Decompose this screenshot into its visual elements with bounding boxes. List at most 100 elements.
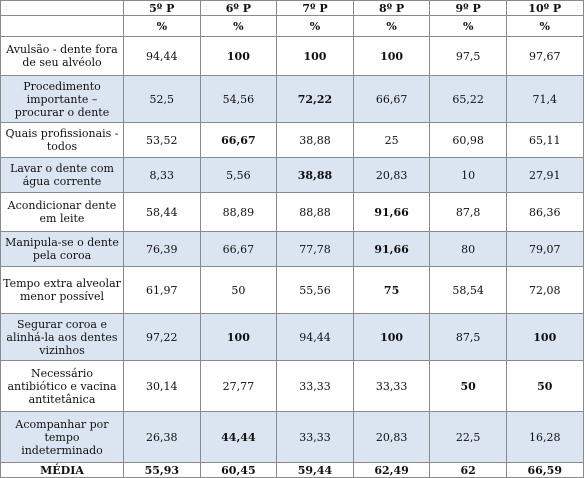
value-cell: 61,97: [123, 266, 201, 314]
table-row: Segurar coroa e alinhá-la aos dentes viz…: [0, 313, 584, 361]
value-cell: 86,36: [505, 192, 584, 232]
value-cell: 97,5: [429, 36, 507, 76]
value-cell: 94,44: [123, 36, 201, 76]
header-cell-10p: 10º P: [505, 0, 584, 16]
value-cell: 66,67: [199, 122, 278, 158]
value-cell: 44,44: [199, 411, 278, 463]
table-row: Procedimento importante – procurar o den…: [0, 75, 584, 123]
header-cell-9p: 9º P: [429, 0, 507, 16]
value-cell: 8,33: [123, 157, 201, 193]
row-label: Procedimento importante – procurar o den…: [0, 75, 124, 123]
average-value: 59,44: [276, 462, 354, 478]
unit-cell: %: [352, 15, 431, 37]
value-cell: 91,66: [352, 231, 431, 267]
value-cell: 88,89: [199, 192, 278, 232]
value-cell: 33,33: [352, 360, 431, 412]
value-cell: 5,56: [199, 157, 278, 193]
row-label: Lavar o dente com água corrente: [0, 157, 124, 193]
value-cell: 79,07: [505, 231, 584, 267]
unit-cell-empty: [0, 15, 124, 37]
header-cell-6p: 6º P: [199, 0, 278, 16]
header-cell-8p: 8º P: [352, 0, 431, 16]
value-cell: 66,67: [352, 75, 431, 123]
value-cell: 100: [276, 36, 354, 76]
value-cell: 53,52: [123, 122, 201, 158]
value-cell: 65,11: [505, 122, 584, 158]
average-label: MÉDIA: [0, 462, 124, 478]
table-row: Lavar o dente com água corrente 8,33 5,56 3…: [0, 157, 584, 193]
value-cell: 87,8: [429, 192, 507, 232]
value-cell: 58,44: [123, 192, 201, 232]
value-cell: 55,56: [276, 266, 354, 314]
unit-cell: %: [199, 15, 278, 37]
value-cell: 20,83: [352, 157, 431, 193]
header-cell-7p: 7º P: [276, 0, 354, 16]
average-value: 62,49: [352, 462, 431, 478]
row-label: Avulsão - dente fora de seu alvéolo: [0, 36, 124, 76]
value-cell: 97,22: [123, 313, 201, 361]
value-cell: 75: [352, 266, 431, 314]
unit-cell: %: [505, 15, 584, 37]
row-label: Tempo extra alveolar menor possível: [0, 266, 124, 314]
row-label: Acondicionar dente em leite: [0, 192, 124, 232]
value-cell: 25: [352, 122, 431, 158]
value-cell: 94,44: [276, 313, 354, 361]
value-cell: 65,22: [429, 75, 507, 123]
value-cell: 100: [352, 313, 431, 361]
average-value: 55,93: [123, 462, 201, 478]
value-cell: 22,5: [429, 411, 507, 463]
value-cell: 16,28: [505, 411, 584, 463]
value-cell: 58,54: [429, 266, 507, 314]
row-label: Manipula-se o dente pela coroa: [0, 231, 124, 267]
average-value: 66,59: [505, 462, 584, 478]
value-cell: 27,77: [199, 360, 278, 412]
value-cell: 97,67: [505, 36, 584, 76]
table-row: Tempo extra alveolar menor possível 61,97…: [0, 266, 584, 314]
value-cell: 54,56: [199, 75, 278, 123]
table-row: Acondicionar dente em leite 58,44 88,89 88,…: [0, 192, 584, 232]
value-cell: 66,67: [199, 231, 278, 267]
header-cell-5p: 5º P: [123, 0, 201, 16]
unit-cell: %: [123, 15, 201, 37]
average-value: 62: [429, 462, 507, 478]
value-cell: 10: [429, 157, 507, 193]
value-cell: 26,38: [123, 411, 201, 463]
value-cell: 60,98: [429, 122, 507, 158]
average-row: MÉDIA 55,93 60,45 59,44 62,49 62 66,59: [0, 462, 584, 478]
value-cell: 72,08: [505, 266, 584, 314]
table-row: Acompanhar por tempo indeterminado 26,38 4…: [0, 411, 584, 463]
value-cell: 72,22: [276, 75, 354, 123]
value-cell: 50: [505, 360, 584, 412]
value-cell: 76,39: [123, 231, 201, 267]
table-row: Avulsão - dente fora de seu alvéolo 94,44…: [0, 36, 584, 76]
row-label: Acompanhar por tempo indeterminado: [0, 411, 124, 463]
value-cell: 87,5: [429, 313, 507, 361]
unit-row: % % % % % %: [0, 15, 584, 37]
average-value: 60,45: [199, 462, 278, 478]
value-cell: 100: [505, 313, 584, 361]
value-cell: 38,88: [276, 122, 354, 158]
header-cell-empty: [0, 0, 124, 16]
table-row: Necessário antibiótico e vacina antitetâ…: [0, 360, 584, 412]
row-label: Segurar coroa e alinhá-la aos dentes viz…: [0, 313, 124, 361]
table-row: Quais profissionais - todos 53,52 66,67 38,…: [0, 122, 584, 158]
value-cell: 100: [352, 36, 431, 76]
value-cell: 33,33: [276, 360, 354, 412]
value-cell: 77,78: [276, 231, 354, 267]
value-cell: 52,5: [123, 75, 201, 123]
value-cell: 30,14: [123, 360, 201, 412]
value-cell: 80: [429, 231, 507, 267]
value-cell: 33,33: [276, 411, 354, 463]
unit-cell: %: [276, 15, 354, 37]
value-cell: 50: [199, 266, 278, 314]
unit-cell: %: [429, 15, 507, 37]
value-cell: 91,66: [352, 192, 431, 232]
value-cell: 88,88: [276, 192, 354, 232]
value-cell: 100: [199, 36, 278, 76]
value-cell: 20,83: [352, 411, 431, 463]
table-row: Manipula-se o dente pela coroa 76,39 66,67…: [0, 231, 584, 267]
value-cell: 27,91: [505, 157, 584, 193]
value-cell: 100: [199, 313, 278, 361]
